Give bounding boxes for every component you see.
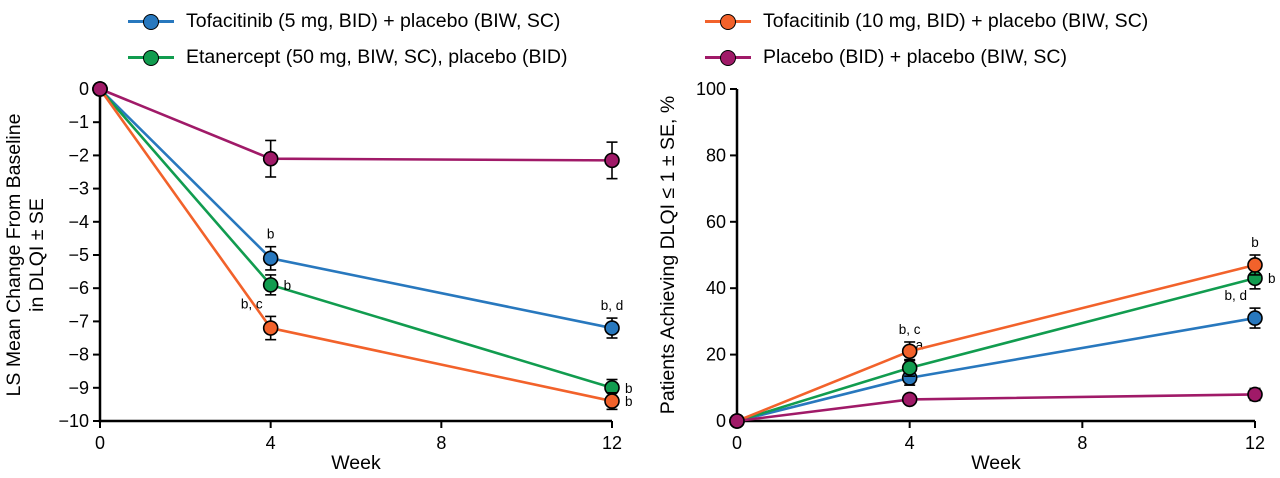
y-tick-label: −7 [68,311,89,331]
x-tick-label: 8 [1077,433,1087,453]
x-tick-label: 4 [266,433,276,453]
data-point [604,320,620,336]
legend: Tofacitinib (5 mg, BID) + placebo (BIW, … [128,6,1280,73]
data-point [262,250,279,267]
x-axis-label: Week [331,452,381,471]
data-point [262,320,279,336]
legend-marker-icon [705,13,751,30]
series-line [736,276,1256,423]
legend-marker-icon [128,13,174,30]
y-tick-label: −6 [68,278,89,298]
legend-marker-icon [705,49,751,66]
y-tick-label: 20 [706,345,726,365]
legend-label: Etanercept (50 mg, BIW, SC), placebo (BI… [186,46,568,68]
significance-label: b [267,227,275,242]
y-axis-label: LS Mean Change From Baseline [3,114,25,397]
data-point [262,150,279,167]
data-point [901,360,918,376]
significance-label: b [625,381,633,396]
series-line [98,88,613,403]
y-axis-label: in DLQI ± SE [26,198,48,312]
y-axis-label: Patients Achieving DLQI ≤ 1 ± SE, % [657,96,679,414]
significance-label: b [1251,235,1259,250]
x-tick-label: 8 [436,433,446,453]
legend-item-tofacitinib-10mg: Tofacitinib (10 mg, BID) + placebo (BIW,… [705,6,1280,37]
x-tick-label: 0 [732,433,742,453]
y-tick-label: −5 [68,245,89,265]
significance-label: b, c [899,322,921,337]
data-point [604,393,620,409]
legend-item-tofacitinib-5mg: Tofacitinib (5 mg, BID) + placebo (BIW, … [128,6,705,37]
y-tick-label: −1 [68,112,89,132]
y-tick-label: 40 [706,278,726,298]
legend-label: Tofacitinib (10 mg, BID) + placebo (BIW,… [763,10,1149,32]
significance-label: b [625,394,633,409]
data-point [729,413,745,429]
y-tick-label: 100 [696,79,726,99]
significance-label: b, c [241,296,263,311]
significance-label: b [284,278,292,293]
y-tick-label: 60 [706,212,726,232]
significance-label: b, d [601,298,624,313]
dlqi-mean-change-chart: 0 −1 −2 −3 −4 −5 −6 −7 −8 −9 −10 0 4 8 12 Week LS Mean C… [3,79,633,471]
data-point [901,343,918,360]
y-tick-label: 0 [716,411,726,431]
significance-label: b [1268,271,1276,286]
y-tick-label: −2 [68,145,89,165]
charts-row: 0 −1 −2 −3 −4 −5 −6 −7 −8 −9 −10 0 4 8 12 Week LS Mean C… [0,75,1280,471]
data-point [901,391,918,408]
y-tick-label: −9 [68,378,89,398]
significance-label: a [916,338,924,353]
series-line [99,88,613,390]
legend-marker-icon [128,49,174,66]
data-point [262,277,279,293]
data-point [1247,257,1263,273]
x-tick-label: 12 [602,433,622,453]
series-line [736,316,1256,423]
legend-item-placebo: Placebo (BID) + placebo (BIW, SC) [705,42,1280,73]
y-tick-label: 80 [706,145,726,165]
data-point [604,152,620,169]
y-tick-label: −3 [68,179,89,199]
legend-label: Placebo (BID) + placebo (BIW, SC) [763,46,1067,68]
x-tick-label: 12 [1245,433,1265,453]
dlqi-responders-chart: 0 20 40 60 80 100 0 4 8 12 Week Patients Achieving … [657,79,1276,471]
y-tick-label: 0 [79,79,89,99]
x-tick-label: 4 [905,433,915,453]
data-point [1247,386,1263,403]
y-tick-label: −8 [68,345,89,365]
figure: Tofacitinib (5 mg, BID) + placebo (BIW, … [0,6,1280,471]
series-line [99,88,613,330]
significance-label: b, d [1224,288,1247,303]
y-tick-label: −4 [68,212,89,232]
x-axis-label: Week [971,452,1021,471]
data-point [1247,310,1263,326]
legend-item-etanercept: Etanercept (50 mg, BIW, SC), placebo (BI… [128,42,705,73]
data-point [92,81,108,97]
y-tick-label: −10 [58,411,89,431]
legend-label: Tofacitinib (5 mg, BID) + placebo (BIW, … [186,10,561,32]
series-line [99,87,613,162]
x-tick-label: 0 [95,433,105,453]
